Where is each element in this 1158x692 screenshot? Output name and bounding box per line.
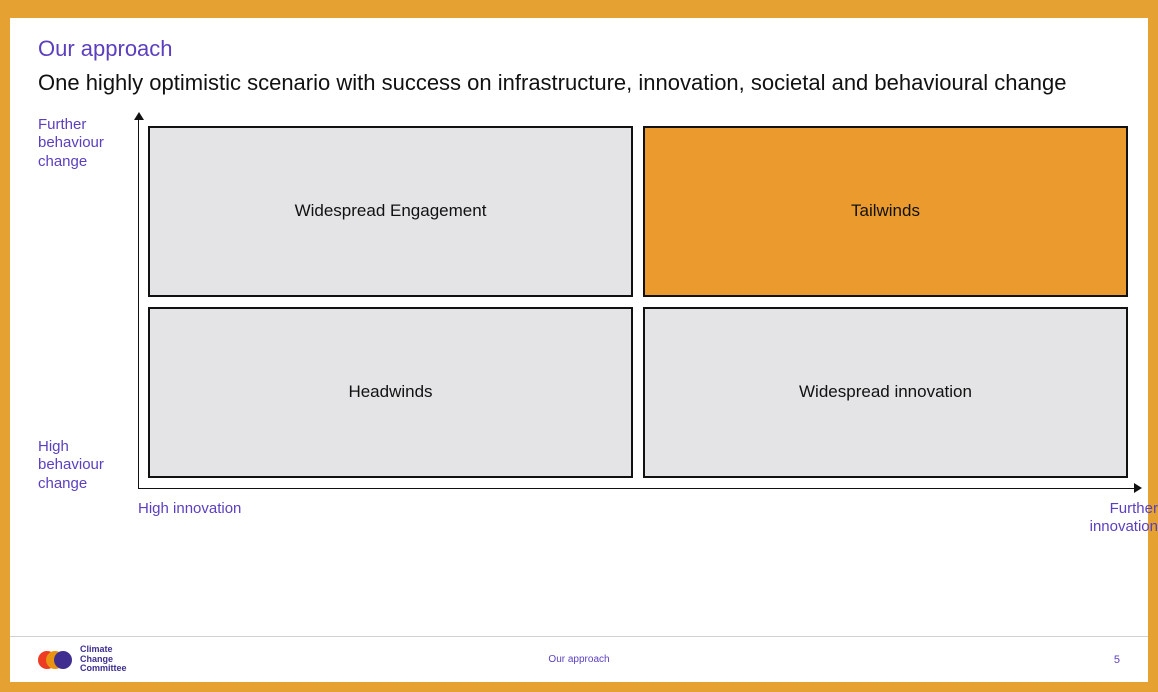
logo-mark-icon xyxy=(38,649,72,671)
quadrant-grid: Widespread Engagement Tailwinds Headwind… xyxy=(148,126,1128,478)
slide-title: Our approach xyxy=(38,36,1120,62)
slide-footer: ClimateChangeCommittee Our approach 5 xyxy=(10,636,1148,682)
slide: Our approach One highly optimistic scena… xyxy=(10,18,1148,682)
quadrant-label: Tailwinds xyxy=(851,200,920,222)
quadrant-top-right: Tailwinds xyxy=(643,126,1128,297)
y-axis-line xyxy=(138,118,139,488)
org-logo: ClimateChangeCommittee xyxy=(38,645,127,673)
quadrant-top-left: Widespread Engagement xyxy=(148,126,633,297)
y-axis-arrow-icon xyxy=(134,112,144,120)
quadrant-label: Headwinds xyxy=(348,381,432,403)
quadrant-chart: Widespread Engagement Tailwinds Headwind… xyxy=(108,118,1100,538)
quadrant-label: Widespread Engagement xyxy=(295,200,487,222)
quadrant-bottom-left: Headwinds xyxy=(148,307,633,478)
x-axis-label-right: Further innovation xyxy=(1068,500,1158,538)
x-axis-label-left: High innovation xyxy=(138,500,258,519)
quadrant-label: Widespread innovation xyxy=(799,381,972,403)
x-axis-line xyxy=(138,488,1138,489)
slide-subtitle: One highly optimistic scenario with succ… xyxy=(38,68,1120,98)
org-name: ClimateChangeCommittee xyxy=(80,645,127,673)
page-number: 5 xyxy=(1114,654,1120,666)
y-axis-label-top: Further behaviour change xyxy=(38,116,128,172)
x-axis-arrow-icon xyxy=(1134,483,1142,493)
y-axis-label-bottom: High behaviour change xyxy=(38,438,128,494)
quadrant-bottom-right: Widespread innovation xyxy=(643,307,1128,478)
outer-frame: Our approach One highly optimistic scena… xyxy=(0,0,1158,692)
footer-center-text: Our approach xyxy=(548,654,609,665)
